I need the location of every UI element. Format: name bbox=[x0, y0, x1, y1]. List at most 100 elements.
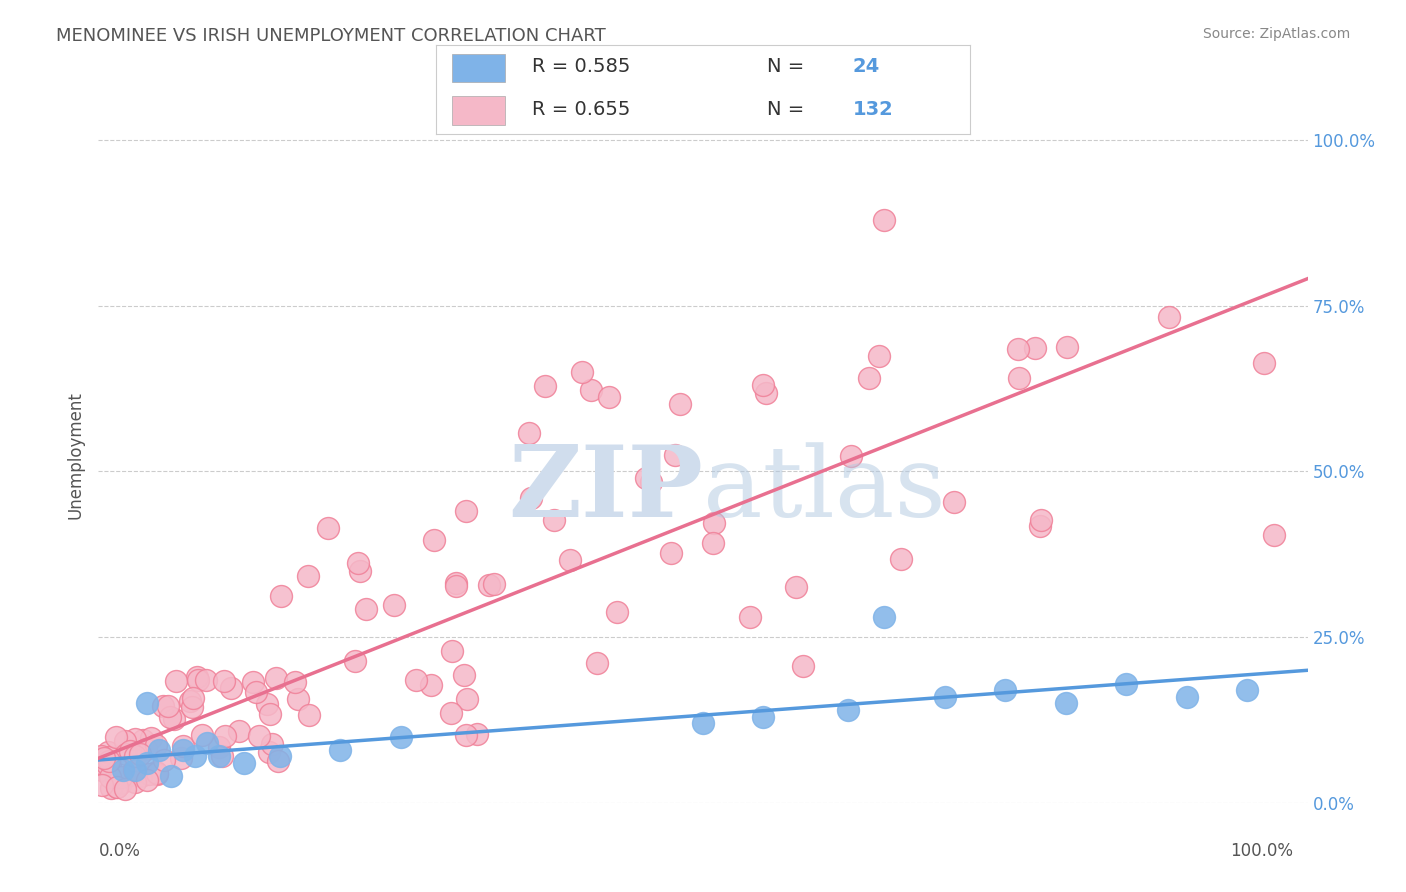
Text: 0.0%: 0.0% bbox=[98, 842, 141, 860]
Point bbox=[785, 580, 807, 594]
Point bbox=[702, 535, 724, 549]
Point bbox=[145, 739, 167, 753]
Point bbox=[114, 781, 136, 796]
Point bbox=[129, 769, 152, 783]
Text: R = 0.585: R = 0.585 bbox=[531, 57, 630, 77]
Point bbox=[152, 698, 174, 713]
Point bbox=[124, 763, 146, 777]
Point bbox=[214, 729, 236, 743]
Point bbox=[1056, 340, 1078, 354]
Point bbox=[105, 770, 128, 784]
Point bbox=[122, 763, 145, 777]
Point bbox=[579, 383, 602, 397]
Point bbox=[160, 769, 183, 783]
Point bbox=[1054, 697, 1077, 711]
Point bbox=[180, 699, 202, 714]
Text: 100.0%: 100.0% bbox=[1230, 842, 1294, 860]
Point bbox=[181, 690, 204, 705]
Point bbox=[242, 675, 264, 690]
Point bbox=[664, 448, 686, 462]
Point bbox=[135, 697, 157, 711]
Point bbox=[1236, 683, 1258, 698]
Point bbox=[890, 552, 912, 566]
Point bbox=[131, 732, 153, 747]
Point bbox=[97, 754, 120, 768]
Point bbox=[208, 749, 231, 764]
Point bbox=[98, 756, 121, 770]
Text: 24: 24 bbox=[852, 57, 880, 77]
Point bbox=[114, 734, 136, 748]
Point bbox=[170, 751, 193, 765]
Point bbox=[423, 533, 446, 547]
Point bbox=[640, 475, 662, 489]
Point bbox=[89, 756, 111, 771]
Point bbox=[465, 727, 488, 741]
Point bbox=[100, 770, 122, 784]
Point bbox=[269, 749, 291, 764]
Point bbox=[284, 674, 307, 689]
Point bbox=[100, 780, 122, 795]
Point bbox=[1007, 342, 1029, 356]
Point bbox=[208, 740, 231, 755]
Point bbox=[456, 692, 478, 706]
Point bbox=[124, 775, 146, 789]
Point bbox=[159, 710, 181, 724]
Point bbox=[349, 565, 371, 579]
Point bbox=[96, 756, 118, 771]
Point bbox=[873, 610, 896, 624]
FancyBboxPatch shape bbox=[451, 54, 505, 82]
Point bbox=[110, 770, 132, 784]
Point bbox=[517, 426, 540, 441]
Point bbox=[837, 703, 859, 717]
Point bbox=[520, 491, 543, 506]
Point bbox=[560, 553, 582, 567]
Point bbox=[184, 749, 207, 764]
Point bbox=[232, 756, 254, 770]
Point bbox=[172, 739, 194, 753]
Point bbox=[1253, 356, 1275, 370]
Point bbox=[267, 754, 290, 768]
Point bbox=[453, 668, 475, 682]
Point bbox=[1029, 513, 1052, 527]
Point bbox=[191, 728, 214, 742]
Point bbox=[259, 707, 281, 722]
Point bbox=[668, 397, 690, 411]
Point bbox=[752, 378, 775, 392]
Point bbox=[752, 709, 775, 723]
Text: Source: ZipAtlas.com: Source: ZipAtlas.com bbox=[1202, 27, 1350, 41]
Point bbox=[111, 763, 134, 777]
Point bbox=[105, 780, 128, 795]
Point bbox=[356, 602, 378, 616]
Point bbox=[934, 690, 956, 704]
Point bbox=[534, 379, 557, 393]
Point bbox=[257, 745, 280, 759]
Text: N =: N = bbox=[768, 100, 811, 120]
Point bbox=[270, 589, 292, 603]
Text: N =: N = bbox=[768, 57, 811, 77]
Point bbox=[245, 685, 267, 699]
Point bbox=[839, 450, 862, 464]
Point bbox=[738, 610, 761, 624]
Point bbox=[634, 471, 657, 485]
Point bbox=[156, 698, 179, 713]
Text: ZIP: ZIP bbox=[508, 442, 703, 538]
Point bbox=[165, 674, 187, 689]
Point bbox=[994, 683, 1017, 698]
Point bbox=[110, 776, 132, 790]
FancyBboxPatch shape bbox=[451, 96, 505, 125]
Point bbox=[703, 516, 725, 531]
Point bbox=[692, 716, 714, 731]
Point bbox=[598, 391, 620, 405]
Point bbox=[120, 768, 142, 782]
Point bbox=[146, 765, 169, 780]
Point bbox=[115, 747, 138, 761]
Point bbox=[262, 737, 284, 751]
Point bbox=[297, 569, 319, 583]
Point bbox=[256, 697, 278, 711]
Point bbox=[124, 731, 146, 746]
Point bbox=[943, 495, 966, 509]
Point bbox=[98, 750, 121, 764]
Point bbox=[105, 731, 128, 745]
Point bbox=[1157, 310, 1180, 325]
Point bbox=[343, 654, 366, 668]
